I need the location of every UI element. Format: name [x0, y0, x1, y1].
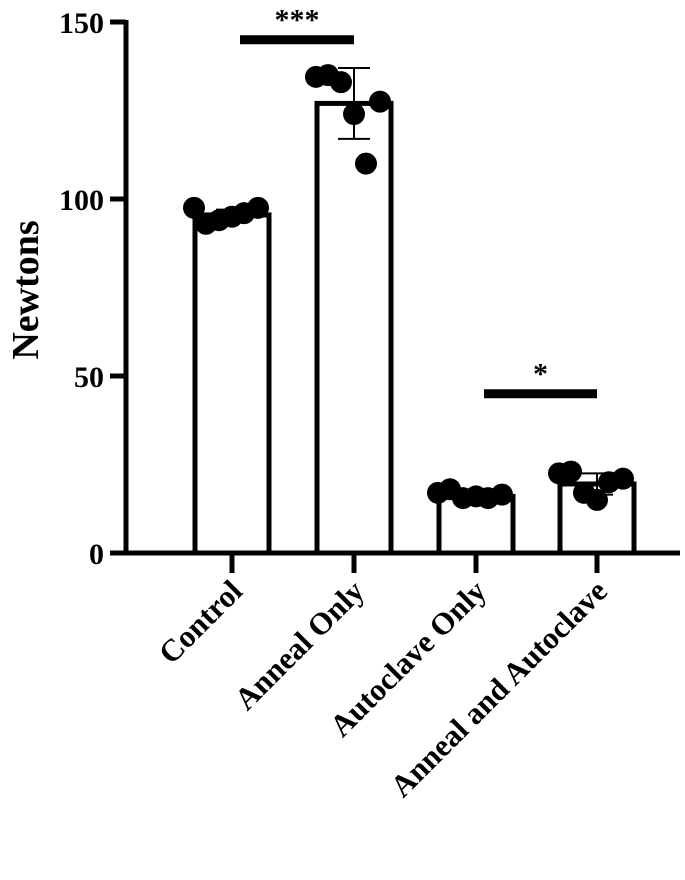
significance-label: * — [533, 358, 548, 391]
y-tick-label: 0 — [89, 538, 104, 571]
category-label: Anneal and Autoclave — [383, 573, 614, 804]
data-point — [612, 467, 634, 490]
error-bars — [216, 67, 613, 501]
data-point — [560, 460, 582, 483]
data-points — [183, 64, 634, 511]
data-point — [343, 103, 365, 126]
significance-label: *** — [275, 4, 320, 37]
bar — [192, 212, 272, 556]
category-label: Control — [152, 573, 250, 671]
bars — [192, 100, 637, 556]
y-tick-label: 150 — [59, 7, 104, 40]
data-point — [586, 488, 608, 511]
significance-markers: **** — [240, 4, 597, 399]
data-point — [183, 196, 205, 219]
y-tick-label: 50 — [74, 361, 104, 394]
data-point — [330, 71, 352, 94]
data-point — [247, 196, 269, 219]
bar — [314, 100, 394, 556]
y-axis-label: Newtons — [5, 220, 47, 359]
y-tick-label: 100 — [59, 184, 104, 217]
data-point — [491, 483, 513, 506]
data-point — [369, 90, 391, 113]
data-point — [355, 152, 377, 175]
